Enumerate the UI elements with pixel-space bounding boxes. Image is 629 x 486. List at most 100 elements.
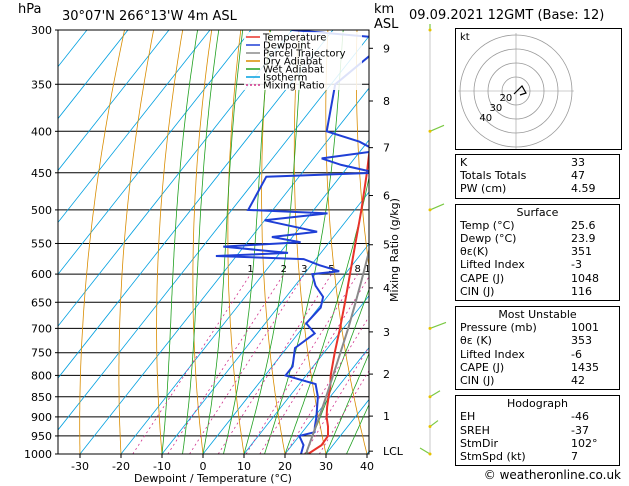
mixing-ratio-label: 3 bbox=[301, 264, 307, 275]
hodo-row: SREH -37 bbox=[460, 423, 589, 437]
hodograph-title: Hodograph bbox=[507, 397, 568, 411]
diagram-axes: 3003504004505005506006507007508008509009… bbox=[24, 24, 404, 473]
isotherm-line bbox=[58, 30, 252, 275]
legend-label: Isotherm bbox=[263, 73, 307, 84]
mu-row: Lifted Index -6 bbox=[460, 347, 582, 361]
most-unstable-box: Most Unstable Pressure (mb) 1001 θε (K) 35… bbox=[455, 306, 620, 391]
isotherm-line bbox=[58, 30, 211, 223]
x-tick-label: -20 bbox=[112, 460, 130, 473]
surface-title: Surface bbox=[516, 205, 559, 219]
x-tick-label: -30 bbox=[71, 460, 89, 473]
km-tick-label: 3 bbox=[383, 326, 390, 339]
pressure-tick-label: 950 bbox=[31, 430, 52, 443]
wet-adiabat-line bbox=[305, 288, 369, 454]
asl-unit-label: ASL bbox=[374, 17, 399, 32]
date-title: 09.09.2021 12GMT (Base: 12) bbox=[409, 8, 604, 23]
wind-barbs bbox=[419, 24, 447, 456]
pressure-tick-label: 750 bbox=[31, 347, 52, 360]
indices-box: K 33 Totals Totals 47 PW (cm) 4.59 bbox=[455, 154, 620, 199]
dry-adiabat-line bbox=[356, 30, 369, 270]
surface-row: CIN (J) 116 bbox=[460, 284, 592, 298]
mixing-ratio-label: 20 bbox=[406, 264, 419, 275]
mixing-ratio-line bbox=[189, 273, 305, 454]
surface-box: Surface Temp (°C) 25.6 Dewp (°C) 23.9 θε(K… bbox=[455, 203, 620, 302]
wet-adiabat-line bbox=[346, 403, 369, 454]
km-tick-label: 1 bbox=[383, 410, 390, 423]
km-tick-label: LCL bbox=[383, 445, 404, 458]
mu-row: θε (K) 353 bbox=[460, 334, 592, 348]
km-tick-label: 9 bbox=[383, 42, 390, 55]
index-row-pw: PW (cm) 4.59 bbox=[460, 182, 596, 196]
dry-adiabat-line bbox=[156, 30, 184, 454]
legend-label: Dry Adiabat bbox=[263, 57, 322, 68]
x-tick-label: 40 bbox=[360, 460, 374, 473]
mixing-ratio-line bbox=[217, 273, 332, 454]
legend-background bbox=[244, 32, 362, 90]
wind-barb-dot bbox=[428, 28, 432, 32]
wind-barb-dot bbox=[428, 326, 432, 330]
mu-row: CIN (J) 42 bbox=[460, 374, 585, 388]
wet-adiabat-line bbox=[223, 30, 271, 454]
km-tick-label: 8 bbox=[383, 95, 390, 108]
curve-dewpoint bbox=[215, 30, 369, 454]
pressure-tick-label: 400 bbox=[31, 125, 52, 138]
dry-adiabat-line bbox=[118, 30, 154, 454]
pressure-tick-label: 500 bbox=[31, 204, 52, 217]
km-tick-label: 4 bbox=[383, 282, 390, 295]
pressure-tick-label: 800 bbox=[31, 369, 52, 382]
isotherm-line bbox=[161, 191, 369, 454]
surface-row: CAPE (J) 1048 bbox=[460, 271, 599, 285]
pressure-tick-label: 350 bbox=[31, 78, 52, 91]
most-unstable-title: Most Unstable bbox=[498, 308, 577, 322]
wind-barb bbox=[429, 390, 441, 398]
profile-curves bbox=[215, 30, 369, 454]
index-row-k: K 33 bbox=[460, 156, 585, 169]
stats-panel: K 33 Totals Totals 47 PW (cm) 4.59 Surface … bbox=[455, 154, 620, 471]
index-row-totals: Totals Totals 47 bbox=[460, 169, 585, 183]
hodo-row: StmDir 102° bbox=[460, 436, 598, 450]
isotherm-line bbox=[58, 30, 170, 172]
mixing-ratio-label: 10 bbox=[364, 264, 377, 275]
wind-barb-dot bbox=[428, 452, 432, 456]
wet-adiabat-line bbox=[325, 352, 369, 454]
mixing-ratio-line bbox=[245, 273, 359, 454]
wet-adiabat-line bbox=[243, 30, 304, 454]
isotherm-line bbox=[79, 87, 369, 454]
km-tick-label: 6 bbox=[383, 190, 390, 203]
pressure-tick-label: 1000 bbox=[24, 448, 52, 461]
hodo-row: StmSpd (kt) 7 bbox=[460, 450, 578, 464]
hodograph-ring-label: 40 bbox=[479, 113, 492, 124]
wind-barb-dot bbox=[428, 129, 432, 133]
pressure-tick-label: 900 bbox=[31, 411, 52, 424]
mixing-ratio-lines: 1 2 3 5 8 10 15 20 25 bbox=[132, 264, 419, 454]
wet-adiabat-line bbox=[284, 175, 369, 454]
legend-label: Wet Adiabat bbox=[263, 65, 324, 76]
isotherm-line bbox=[58, 30, 334, 379]
isotherm-line bbox=[202, 243, 369, 454]
x-tick-label: -10 bbox=[153, 460, 171, 473]
surface-row: Lifted Index -3 bbox=[460, 258, 582, 272]
pressure-tick-label: 700 bbox=[31, 322, 52, 335]
mixing-ratio-label: 8 bbox=[355, 264, 361, 275]
x-tick-label: 30 bbox=[319, 460, 333, 473]
legend-label: Mixing Ratio bbox=[263, 81, 325, 92]
x-tick-label: 10 bbox=[237, 460, 251, 473]
plot-frame bbox=[57, 29, 370, 455]
isotherm-line bbox=[243, 295, 369, 454]
wind-barb bbox=[419, 447, 431, 455]
dry-adiabat-line bbox=[79, 30, 125, 454]
dry-adiabat-line bbox=[325, 30, 368, 454]
km-tick-label: 5 bbox=[383, 239, 390, 252]
x-axis-label: Dewpoint / Temperature (°C) bbox=[134, 472, 292, 485]
legend-label: Dewpoint bbox=[263, 41, 311, 52]
location-title: 30°07'N 266°13'W 4m ASL bbox=[62, 9, 238, 24]
isotherm-line bbox=[58, 30, 129, 120]
wind-barb-dot bbox=[428, 425, 432, 429]
x-tick-label: 0 bbox=[200, 460, 207, 473]
hodograph-trace bbox=[513, 85, 527, 96]
wind-barb bbox=[429, 124, 445, 132]
diagram-grid: 1 2 3 5 8 10 15 20 25 bbox=[58, 30, 419, 454]
curve-temperature bbox=[307, 146, 369, 454]
isotherm-line bbox=[58, 35, 369, 431]
